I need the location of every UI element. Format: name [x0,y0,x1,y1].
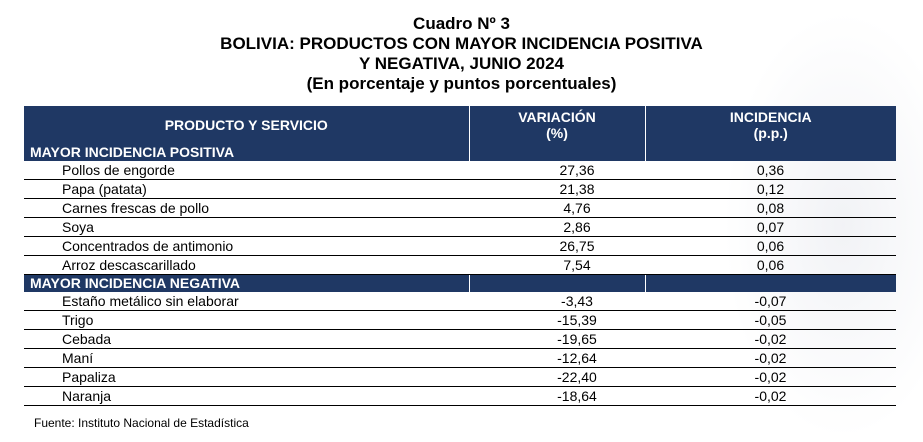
table-title-block: Cuadro Nº 3 BOLIVIA: PRODUCTOS CON MAYOR… [0,14,923,94]
table-row: Cebada -19,65 -0,02 [24,329,896,349]
table-row: Papa (patata) 21,38 0,12 [24,179,896,199]
table-body: MAYOR INCIDENCIA POSITIVA Pollos de engor… [24,144,896,406]
product-cell: Papa (patata) [24,179,469,199]
product-cell: Papaliza [24,367,469,387]
variation-cell: 21,38 [469,179,645,199]
table-units: (En porcentaje y puntos porcentuales) [306,74,617,93]
variation-cell: -3,43 [469,292,645,311]
table-title: BOLIVIA: PRODUCTOS CON MAYOR INCIDENCIA … [220,34,703,53]
product-cell: Pollos de engorde [24,161,469,180]
section-empty-cell [645,274,896,292]
product-cell: Estaño metálico sin elaborar [24,292,469,311]
variation-cell: -22,40 [469,367,645,387]
table-title-continued: Y NEGATIVA, JUNIO 2024 [358,54,564,73]
incidence-cell: 0,06 [645,255,896,275]
table-row: Arroz descascarillado 7,54 0,06 [24,255,896,275]
table-row: Maní -12,64 -0,02 [24,348,896,368]
incidence-table: PRODUCTO Y SERVICIO VARIACIÓN (%) INCIDE… [24,106,896,406]
product-cell: Maní [24,348,469,368]
variation-cell: -18,64 [469,386,645,406]
product-cell: Concentrados de antimonio [24,236,469,256]
table-row: Trigo -15,39 -0,05 [24,310,896,330]
section-empty-cell [469,274,646,292]
table-row: Carnes frescas de pollo 4,76 0,08 [24,198,896,218]
incidence-cell: -0,02 [645,329,896,349]
header-product: PRODUCTO Y SERVICIO [24,106,470,144]
incidence-cell: 0,08 [645,198,896,218]
section-label: MAYOR INCIDENCIA POSITIVA [24,144,470,161]
section-label: MAYOR INCIDENCIA NEGATIVA [24,274,470,292]
header-incidence: INCIDENCIA (p.p.) [645,106,896,144]
source-note: Fuente: Instituto Nacional de Estadístic… [34,416,249,430]
product-cell: Cebada [24,329,469,349]
variation-cell: 27,36 [469,161,645,180]
table-row: Papaliza -22,40 -0,02 [24,367,896,387]
incidence-cell: 0,06 [645,236,896,256]
incidence-cell: -0,02 [645,367,896,387]
product-cell: Carnes frescas de pollo [24,198,469,218]
product-cell: Soya [24,217,469,237]
variation-cell: -12,64 [469,348,645,368]
variation-cell: 7,54 [469,255,645,275]
incidence-cell: -0,02 [645,386,896,406]
incidence-cell: 0,07 [645,217,896,237]
header-row: PRODUCTO Y SERVICIO VARIACIÓN (%) INCIDE… [24,106,896,144]
incidence-cell: -0,02 [645,348,896,368]
header-variation: VARIACIÓN (%) [469,106,646,144]
section-empty-cell [469,144,646,161]
product-cell: Naranja [24,386,469,406]
table-row: Estaño metálico sin elaborar -3,43 -0,07 [24,292,896,311]
section-header-positive: MAYOR INCIDENCIA POSITIVA [24,144,896,161]
incidence-cell: 0,36 [645,161,896,180]
product-cell: Arroz descascarillado [24,255,469,275]
table-row: Naranja -18,64 -0,02 [24,386,896,406]
incidence-cell: -0,07 [645,292,896,311]
incidence-cell: -0,05 [645,310,896,330]
variation-cell: -15,39 [469,310,645,330]
table-number: Cuadro Nº 3 [413,14,510,33]
table-row: Soya 2,86 0,07 [24,217,896,237]
table-row: Concentrados de antimonio 26,75 0,06 [24,236,896,256]
table-row: Pollos de engorde 27,36 0,36 [24,161,896,180]
variation-cell: 4,76 [469,198,645,218]
product-cell: Trigo [24,310,469,330]
variation-cell: 26,75 [469,236,645,256]
section-header-negative: MAYOR INCIDENCIA NEGATIVA [24,274,896,292]
section-empty-cell [645,144,896,161]
incidence-cell: 0,12 [645,179,896,199]
variation-cell: -19,65 [469,329,645,349]
variation-cell: 2,86 [469,217,645,237]
